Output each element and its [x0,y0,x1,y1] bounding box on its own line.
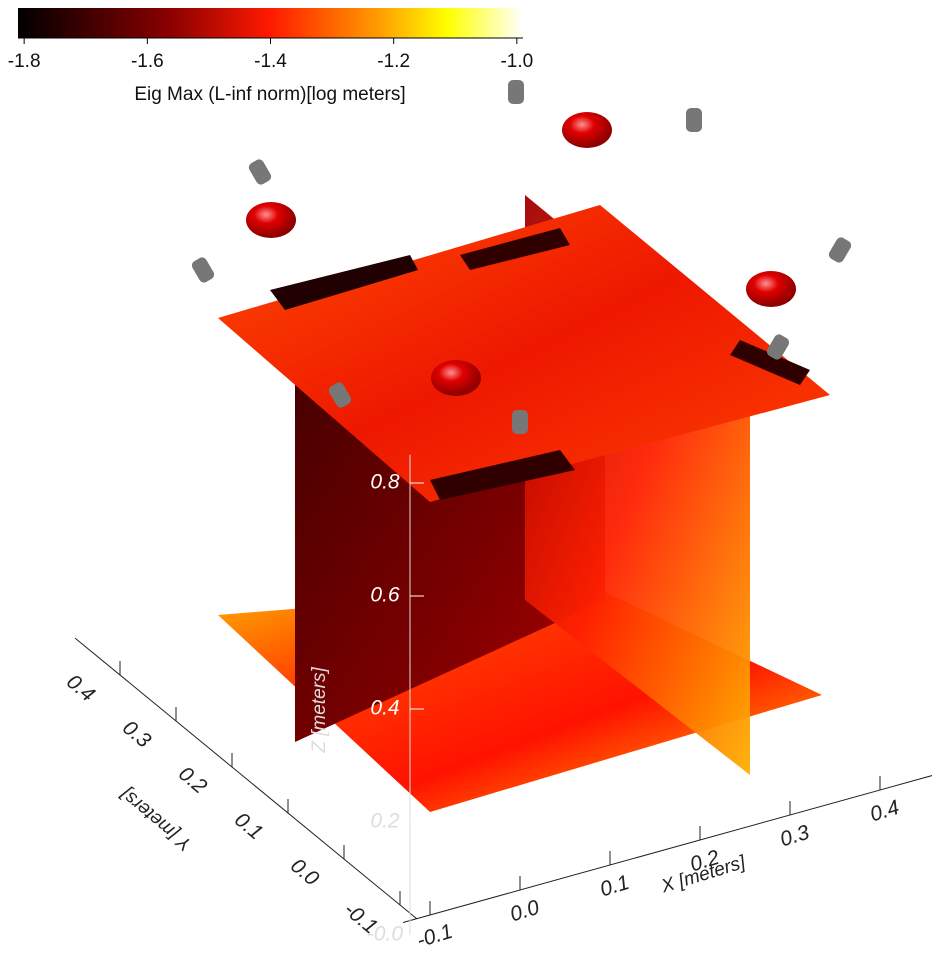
tick-label: 0.8 [370,471,400,494]
colorbar-tick-label: -1.2 [377,51,410,72]
sensors [191,80,852,434]
tick-label: 0.0 [286,854,323,891]
receiver [328,382,352,408]
source [246,202,296,238]
colorbar-tick-label: -1.8 [8,51,41,72]
colorbar-tick-label: -1.4 [254,51,287,72]
tick-label: 0.1 [597,871,632,902]
receiver [686,108,702,132]
tick-label: 0.1 [230,808,267,844]
receiver [191,257,215,283]
tick-label: 0.2 [370,810,400,833]
slices [218,195,830,812]
dark-band [430,450,575,500]
colorbar-tick-label: -1.0 [500,51,533,72]
receiver [828,237,852,263]
colorbar-tick-label: -1.6 [131,51,164,72]
z-axis-label: Z [meters] [309,667,330,754]
receiver [512,410,528,434]
source [562,112,612,148]
tick-label: 0.4 [62,670,99,706]
tick-label: 0.2 [174,762,211,799]
tick-label: 0.6 [370,584,400,607]
tick-label: 0.0 [507,896,542,927]
dark-band [730,340,810,385]
tick-label: 0.4 [370,697,399,720]
tick-label: 0.4 [867,796,902,827]
axis-line [74,637,418,920]
tick-label: -0.0 [367,923,404,946]
tick-label: 0.3 [118,716,155,753]
colorbar-gradient [18,8,523,38]
source [431,360,481,396]
dark-band [460,228,570,270]
source [746,271,796,307]
receiver [508,80,524,104]
colorbar: Eig Max (L-inf norm)[log meters] [18,8,523,105]
y-axis-label: Y [meters] [116,783,196,855]
tick-label: 0.3 [777,821,812,852]
colorbar-label: Eig Max (L-inf norm)[log meters] [134,84,405,105]
axis-line [402,775,932,923]
receiver [248,159,272,185]
dark-band [270,255,418,310]
receiver [766,334,790,360]
